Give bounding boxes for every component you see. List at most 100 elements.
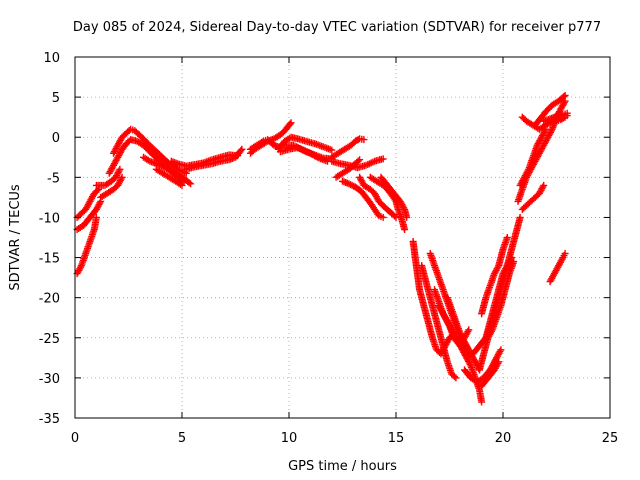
- data-point: [286, 120, 294, 128]
- data-point: [77, 263, 85, 271]
- data-points: [73, 92, 571, 406]
- axis-ticks: 0 5 10 15 20 25 10 5 0 -5 -10 -15 -20 -25 -30 -35: [39, 51, 619, 446]
- data-point: [287, 119, 295, 127]
- data-point: [176, 180, 184, 188]
- series-track-a: [73, 213, 100, 278]
- series-track-af: [476, 258, 518, 374]
- x-tick-label: 5: [178, 431, 186, 446]
- series-track-ak: [516, 125, 550, 189]
- data-point: [347, 181, 354, 189]
- series-track-n: [274, 133, 336, 154]
- data-point: [92, 213, 100, 221]
- data-point: [400, 204, 408, 212]
- data-point: [348, 181, 356, 189]
- data-point: [561, 250, 569, 257]
- data-point: [401, 226, 409, 233]
- series-track-d: [97, 173, 126, 201]
- data-point: [452, 374, 460, 382]
- data-point: [185, 179, 193, 187]
- data-point: [238, 145, 246, 153]
- series-track-ai: [478, 358, 503, 390]
- data-point: [560, 114, 568, 122]
- data-point: [496, 347, 504, 355]
- data-point: [379, 155, 387, 163]
- data-point: [115, 167, 123, 175]
- series-track-ac: [431, 286, 473, 350]
- data-point: [524, 167, 532, 175]
- series-track-q: [328, 135, 368, 161]
- y-tick-label: 5: [52, 91, 60, 106]
- series-track-b: [73, 197, 105, 233]
- series-track-ap: [553, 112, 571, 125]
- y-tick-label: 10: [43, 51, 60, 66]
- data-point: [328, 146, 336, 154]
- data-point: [465, 359, 473, 367]
- series-track-t: [339, 177, 387, 221]
- plot-frame: [74, 56, 611, 419]
- series-track-c: [73, 185, 102, 221]
- data-point: [391, 212, 399, 220]
- y-tick-label: 0: [52, 131, 60, 146]
- data-point: [237, 147, 245, 155]
- data-point: [144, 156, 152, 164]
- data-point: [96, 199, 104, 207]
- data-point: [479, 381, 487, 389]
- y-tick-label: -5: [47, 171, 60, 186]
- data-point: [445, 320, 453, 328]
- data-point: [187, 180, 195, 188]
- data-point: [464, 327, 472, 335]
- data-point: [478, 398, 486, 406]
- y-tick-label: -30: [39, 372, 60, 387]
- data-point: [478, 382, 486, 390]
- data-point: [508, 254, 516, 262]
- data-point: [117, 175, 125, 183]
- data-point: [354, 157, 362, 165]
- data-point: [118, 173, 126, 181]
- series-track-e: [92, 165, 124, 189]
- y-tick-label: -25: [39, 332, 60, 347]
- data-point: [258, 138, 266, 146]
- series-track-an: [531, 92, 569, 129]
- x-tick-label: 20: [495, 431, 512, 446]
- data-point: [563, 112, 571, 120]
- data-point: [558, 255, 566, 263]
- data-point: [516, 213, 524, 221]
- data-point: [345, 180, 353, 188]
- data-point: [494, 263, 502, 271]
- data-point: [360, 136, 368, 144]
- grid: [75, 57, 610, 418]
- series-track-aq: [546, 250, 569, 286]
- series-track-u: [356, 173, 400, 221]
- x-tick-label: 10: [281, 431, 298, 446]
- x-tick-label: 25: [602, 431, 619, 446]
- y-tick-label: -35: [39, 412, 60, 427]
- x-tick-label: 0: [71, 431, 79, 446]
- chart-title: Day 085 of 2024, Sidereal Day-to-day VTE…: [73, 20, 601, 35]
- series-track-ad: [461, 346, 505, 386]
- series-track-h: [140, 153, 195, 188]
- y-tick-label: -20: [39, 292, 60, 307]
- data-point: [503, 234, 511, 241]
- data-point: [451, 373, 458, 381]
- series-track-w: [377, 173, 411, 221]
- x-axis-label: GPS time / hours: [288, 459, 397, 474]
- data-point: [356, 156, 364, 164]
- data-point: [465, 357, 472, 365]
- series-track-ae: [469, 213, 524, 358]
- data-point: [561, 92, 569, 99]
- data-point: [379, 213, 387, 221]
- data-point: [497, 346, 505, 354]
- data-point: [116, 165, 124, 173]
- series-track-y: [418, 262, 460, 382]
- series-track-s: [332, 156, 364, 181]
- series-track-al: [518, 181, 548, 213]
- data-point: [507, 255, 515, 263]
- series-track-ag: [482, 254, 516, 342]
- data-point: [178, 181, 186, 189]
- y-tick-label: -15: [39, 252, 60, 267]
- data-point: [560, 99, 568, 107]
- data-point: [465, 326, 473, 334]
- series-track-i: [152, 165, 186, 189]
- series-track-p: [281, 141, 331, 165]
